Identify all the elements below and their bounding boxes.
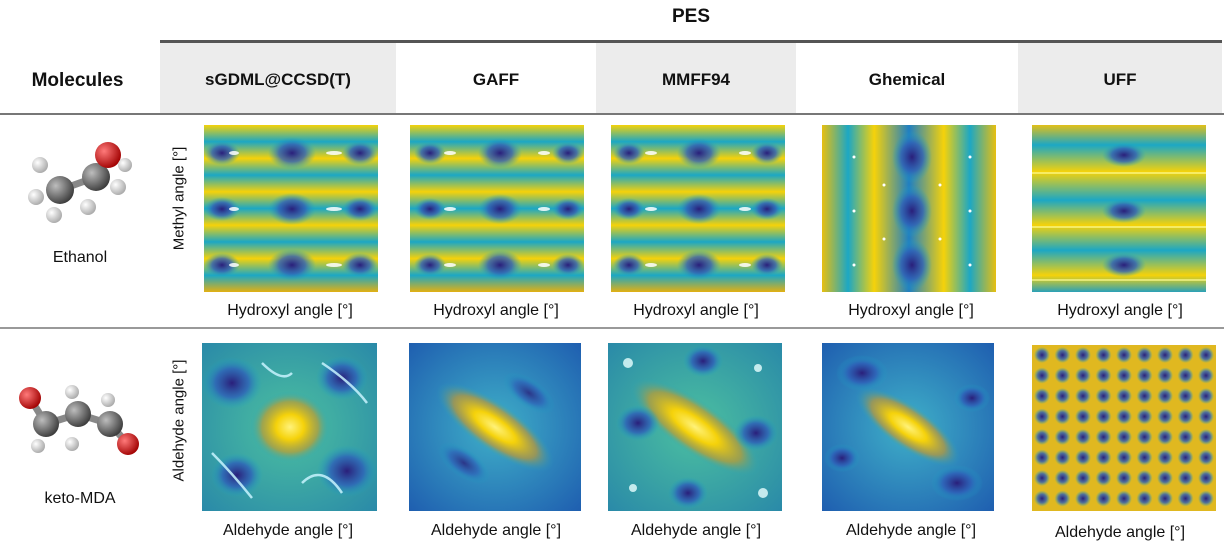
pes-panel-ethanol-sgdml bbox=[204, 125, 378, 292]
row2-x-axis-label-ghemical: Aldehyde angle [°] bbox=[845, 522, 977, 539]
pes-panel-keto-mda-mmff94 bbox=[608, 343, 782, 511]
pes-panel-ethanol-uff bbox=[1032, 125, 1206, 292]
header-top-rule bbox=[160, 40, 1222, 43]
pes-panel-ethanol-mmff94 bbox=[611, 125, 785, 292]
row1-x-axis-label-mmff94: Hydroxyl angle [°] bbox=[633, 302, 759, 319]
row2-x-axis-label-gaff: Aldehyde angle [°] bbox=[430, 522, 562, 539]
row1-x-axis-label-uff: Hydroxyl angle [°] bbox=[1057, 302, 1183, 319]
column-header-ghemical: Ghemical bbox=[868, 70, 946, 89]
row1-x-axis-label-gaff: Hydroxyl angle [°] bbox=[433, 302, 559, 319]
row2-x-axis-label-uff: Aldehyde angle [°] bbox=[1054, 524, 1186, 541]
row2-x-axis-label-mmff94: Aldehyde angle [°] bbox=[630, 522, 762, 539]
pes-panel-keto-mda-sgdml bbox=[202, 343, 377, 511]
column-shade-mmff94 bbox=[596, 43, 796, 113]
pes-panel-keto-mda-ghemical bbox=[822, 343, 994, 511]
column-header-gaff: GAFF bbox=[472, 70, 520, 89]
pes-panel-keto-mda-uff bbox=[1032, 345, 1216, 511]
row2-y-axis-label: Aldehyde angle [°] bbox=[170, 359, 188, 482]
column-header-mmff94: MMFF94 bbox=[662, 70, 730, 89]
column-header-uff: UFF bbox=[1103, 70, 1137, 89]
keto-mda-molecule-icon bbox=[19, 385, 139, 455]
row1-x-axis-label-ghemical: Hydroxyl angle [°] bbox=[848, 302, 974, 319]
pes-group-title: PES bbox=[671, 6, 711, 27]
pes-panel-ethanol-ghemical bbox=[822, 125, 996, 292]
column-shade-sgdml bbox=[160, 43, 396, 113]
molecule-name-ethanol: Ethanol bbox=[52, 249, 108, 266]
column-shade-uff bbox=[1018, 43, 1222, 113]
pes-panel-ethanol-gaff bbox=[410, 125, 584, 292]
molecules-column-header: Molecules bbox=[31, 70, 124, 91]
pes-panel-keto-mda-gaff bbox=[409, 343, 581, 511]
molecule-name-keto-mda: keto-MDA bbox=[44, 490, 116, 507]
column-header-sgdml: sGDML@CCSD(T) bbox=[205, 70, 351, 89]
row-separator-rule bbox=[0, 327, 1224, 329]
row1-x-axis-label-sgdml: Hydroxyl angle [°] bbox=[227, 302, 353, 319]
row1-y-axis-label: Methyl angle [°] bbox=[170, 146, 188, 251]
row2-x-axis-label-sgdml: Aldehyde angle [°] bbox=[222, 522, 354, 539]
header-bottom-rule bbox=[0, 113, 1224, 115]
ethanol-molecule-icon bbox=[28, 142, 132, 223]
